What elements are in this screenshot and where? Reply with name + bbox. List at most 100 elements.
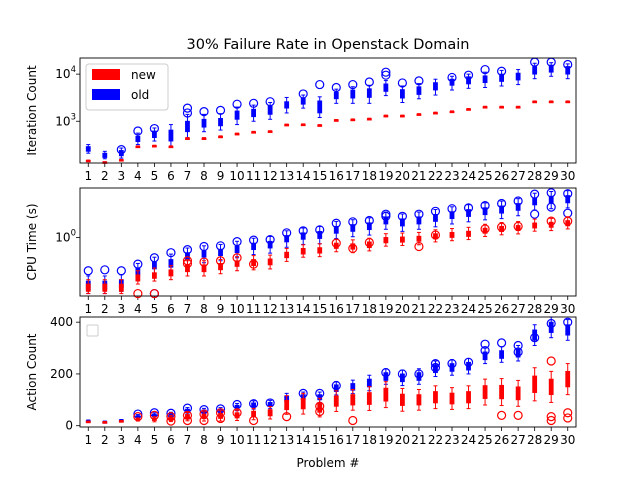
outlier-old-4-0 (133, 126, 143, 136)
outlier-new-17-0 (348, 415, 358, 426)
outlier-old-10-0 (232, 236, 242, 247)
outlier-old-1-0 (83, 266, 93, 276)
box-new-23 (449, 228, 455, 242)
outlier-new-30-1 (563, 413, 573, 423)
box-new-25 (482, 105, 488, 109)
box-new-27 (513, 379, 523, 420)
x-tick-label-2-3: 3 (118, 302, 126, 316)
x-tick-label-3-18: 18 (362, 433, 377, 447)
box-old-12 (265, 234, 275, 254)
outlier-new-4-0 (133, 412, 143, 422)
box-old-26 (497, 198, 507, 220)
outlier-new-9-1 (215, 413, 226, 424)
box-old-29 (546, 57, 556, 77)
x-tick-label-3-14: 14 (296, 433, 311, 447)
box-new-24 (466, 226, 471, 241)
box-old-19 (381, 67, 391, 97)
outlier-new-29-2 (546, 415, 556, 426)
x-tick-label-2-24: 24 (461, 302, 476, 316)
x-tick-label-1-4: 4 (134, 169, 142, 183)
box-new-24 (466, 385, 471, 410)
box-old-3 (116, 145, 126, 159)
x-tick-label-3-25: 25 (477, 433, 492, 447)
x-tick-label-1-20: 20 (395, 169, 410, 183)
box-old-25 (480, 201, 490, 221)
x-tick-label-2-29: 29 (544, 302, 559, 316)
outlier-new-7-1 (182, 415, 193, 426)
outlier-new-8-1 (199, 415, 209, 426)
y-tick-label-3-1: 200 (50, 367, 73, 381)
box-old-30 (563, 189, 573, 218)
box-new-24 (466, 108, 471, 111)
outlier-new-18-0 (364, 237, 374, 248)
outlier-old-17-0 (348, 79, 358, 90)
outlier-old-15-0 (315, 225, 325, 235)
box-old-23 (447, 72, 457, 91)
outlier-new-7-1 (182, 258, 193, 269)
chart-title: 30% Failure Rate in Openstack Domain (187, 37, 470, 53)
x-tick-label-3-16: 16 (329, 433, 344, 447)
outlier-old-22-0 (430, 358, 441, 369)
x-tick-label-2-30: 30 (560, 302, 575, 316)
outlier-old-5-0 (149, 123, 159, 134)
x-tick-label-1-12: 12 (262, 169, 277, 183)
outlier-new-11-0 (249, 259, 259, 269)
outlier-old-20-0 (397, 211, 407, 221)
x-tick-label-1-11: 11 (246, 169, 261, 183)
x-tick-label-1-26: 26 (494, 169, 509, 183)
box-new-23 (449, 387, 455, 410)
series-new-3 (85, 356, 573, 426)
outlier-old-13-0 (282, 228, 292, 238)
outlier-old-27-0 (513, 340, 523, 351)
box-new-12 (267, 254, 273, 270)
box-new-15 (317, 124, 323, 127)
box-old-22 (430, 358, 441, 378)
box-old-24 (463, 70, 474, 89)
outlier-old-9-0 (215, 105, 226, 115)
outlier-old-28-1 (530, 189, 540, 199)
box-new-28 (532, 367, 538, 402)
box-new-13 (284, 123, 290, 127)
box-old-18 (364, 215, 374, 236)
x-tick-label-1-23: 23 (444, 169, 459, 183)
x-tick-label-1-16: 16 (329, 169, 344, 183)
outlier-old-12-0 (265, 97, 275, 107)
outlier-new-27-0 (513, 410, 523, 420)
x-tick-label-3-7: 7 (184, 433, 192, 447)
outlier-new-8-0 (199, 409, 209, 419)
box-new-23 (449, 110, 455, 114)
box-old-16 (331, 82, 341, 104)
box-new-17 (350, 118, 356, 122)
x-tick-label-2-23: 23 (444, 302, 459, 316)
outlier-old-23-0 (447, 72, 457, 83)
y-axis-label-3: Action Count (25, 333, 39, 410)
outlier-new-5-0 (149, 288, 159, 299)
x-tick-label-2-6: 6 (167, 302, 175, 316)
x-tick-label-3-1: 1 (84, 433, 92, 447)
box-body (168, 129, 174, 142)
panel-frame-2 (79, 187, 577, 297)
box-new-3 (118, 279, 124, 295)
box-new-14 (300, 392, 306, 415)
x-tick-label-2-13: 13 (279, 302, 294, 316)
box-new-28 (532, 100, 538, 104)
outlier-old-9-0 (215, 241, 226, 251)
x-axis-label: Problem # (297, 456, 360, 470)
y-tick-label-3-0: 0 (65, 419, 73, 433)
x-tick-label-1-9: 9 (217, 169, 225, 183)
x-tick-label-1-15: 15 (312, 169, 327, 183)
outlier-new-7-0 (182, 410, 193, 420)
box-new-12 (267, 130, 273, 133)
box-new-10 (232, 408, 242, 422)
x-tick-label-3-28: 28 (527, 433, 542, 447)
outlier-old-25-0 (480, 64, 490, 75)
box-new-22 (430, 229, 441, 243)
box-new-29 (546, 216, 556, 232)
x-tick-label-3-23: 23 (444, 433, 459, 447)
x-tick-label-3-15: 15 (312, 433, 327, 447)
box-old-22 (430, 206, 441, 228)
box-new-18 (364, 237, 374, 252)
box-new-11 (251, 130, 257, 134)
box-body (317, 100, 323, 114)
outlier-new-5-0 (149, 410, 159, 420)
